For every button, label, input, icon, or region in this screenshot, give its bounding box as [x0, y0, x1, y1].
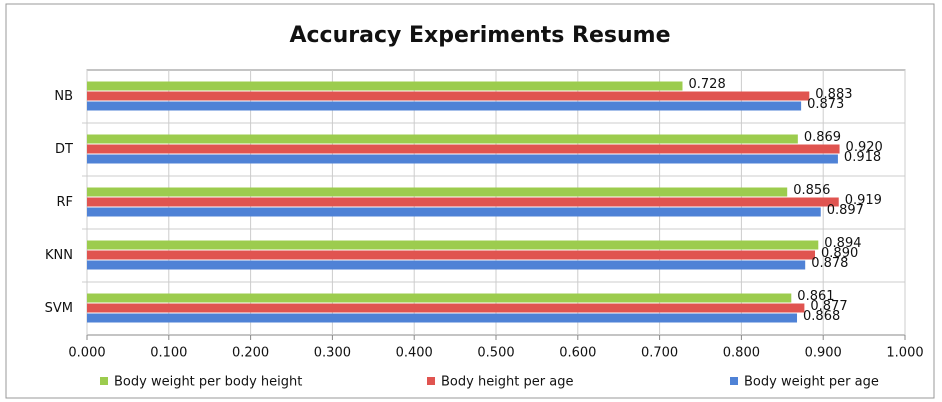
value-label: 0.868 — [803, 309, 840, 324]
bar — [87, 197, 839, 207]
x-tick-label: 1.000 — [886, 346, 923, 361]
value-label: 0.877 — [810, 299, 847, 314]
bar — [87, 240, 819, 250]
bar — [87, 144, 840, 154]
x-tick-label: 0.800 — [723, 346, 760, 361]
x-tick-label: 0.000 — [68, 346, 105, 361]
x-tick-label: 0.900 — [805, 346, 842, 361]
legend-swatch — [427, 377, 435, 385]
value-label: 0.873 — [807, 97, 844, 112]
legend-label: Body weight per age — [744, 375, 879, 390]
bar — [87, 134, 798, 144]
legend-label: Body height per age — [441, 375, 573, 390]
x-tick-label: 0.500 — [477, 346, 514, 361]
value-label: 0.728 — [689, 77, 726, 92]
x-tick-label: 0.100 — [150, 346, 187, 361]
value-label: 0.861 — [797, 289, 834, 304]
bar — [87, 293, 792, 303]
value-label: 0.919 — [845, 193, 882, 208]
bar — [87, 250, 816, 260]
bar — [87, 207, 821, 217]
y-tick-label: NB — [54, 89, 73, 104]
y-tick-label: RF — [56, 195, 73, 210]
value-label: 0.897 — [827, 203, 864, 218]
value-label: 0.894 — [824, 236, 861, 251]
legend-swatch — [730, 377, 738, 385]
bar — [87, 187, 788, 197]
bar — [87, 260, 806, 270]
bar — [87, 303, 805, 313]
x-tick-label: 0.400 — [396, 346, 433, 361]
x-tick-label: 0.700 — [641, 346, 678, 361]
chart-title: Accuracy Experiments Resume — [289, 23, 670, 48]
value-label: 0.856 — [793, 183, 830, 198]
bar — [87, 101, 802, 111]
bar — [87, 313, 798, 323]
y-tick-label: DT — [55, 142, 73, 157]
x-tick-label: 0.600 — [559, 346, 596, 361]
bar — [87, 81, 683, 91]
value-label: 0.890 — [821, 246, 858, 261]
value-label: 0.878 — [811, 256, 848, 271]
x-tick-label: 0.300 — [314, 346, 351, 361]
y-tick-label: SVM — [45, 301, 73, 316]
bar — [87, 91, 810, 101]
value-label: 0.883 — [815, 87, 852, 102]
legend-label: Body weight per body height — [114, 375, 302, 390]
value-label: 0.869 — [804, 130, 841, 145]
value-label: 0.920 — [846, 140, 883, 155]
y-tick-label: KNN — [45, 248, 73, 263]
value-label: 0.918 — [844, 150, 881, 165]
x-tick-label: 0.200 — [232, 346, 269, 361]
bar — [87, 154, 838, 164]
legend-swatch — [100, 377, 108, 385]
